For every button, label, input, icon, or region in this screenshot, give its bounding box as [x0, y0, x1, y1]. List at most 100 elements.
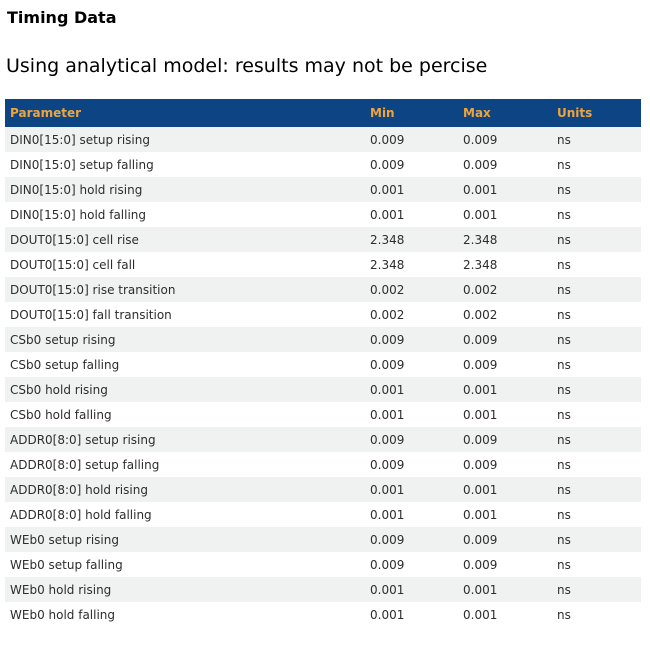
- column-header-min: Min: [370, 99, 463, 127]
- column-header-max: Max: [463, 99, 557, 127]
- max-cell: 0.009: [463, 432, 498, 447]
- table-row: DIN0[15:0] hold falling 0.001 0.001 ns: [5, 202, 641, 227]
- timing-data-table: Parameter Min Max Units DIN0[15:0] setup…: [5, 99, 641, 627]
- min-cell: 0.009: [370, 157, 405, 172]
- units-cell: ns: [557, 357, 571, 372]
- min-cell: 0.001: [370, 207, 405, 222]
- min-cell: 0.001: [370, 382, 405, 397]
- units-cell: ns: [557, 157, 571, 172]
- units-cell: ns: [557, 332, 571, 347]
- parameter-cell: ADDR0[8:0] setup falling: [10, 457, 160, 472]
- table-row: DOUT0[15:0] rise transition 0.002 0.002 ns: [5, 277, 641, 302]
- table-row: DOUT0[15:0] cell rise 2.348 2.348 ns: [5, 227, 641, 252]
- max-cell: 0.009: [463, 157, 498, 172]
- table-row: WEb0 setup rising 0.009 0.009 ns: [5, 527, 641, 552]
- parameter-cell: DOUT0[15:0] cell fall: [10, 257, 136, 272]
- units-cell: ns: [557, 532, 571, 547]
- max-cell: 0.009: [463, 132, 498, 147]
- table-row: CSb0 hold rising 0.001 0.001 ns: [5, 377, 641, 402]
- table-row: WEb0 setup falling 0.009 0.009 ns: [5, 552, 641, 577]
- table-row: ADDR0[8:0] hold falling 0.001 0.001 ns: [5, 502, 641, 527]
- min-cell: 0.009: [370, 532, 405, 547]
- max-cell: 0.009: [463, 532, 498, 547]
- parameter-cell: CSb0 setup rising: [10, 332, 116, 347]
- units-cell: ns: [557, 382, 571, 397]
- min-cell: 0.001: [370, 582, 405, 597]
- units-cell: ns: [557, 607, 571, 622]
- min-cell: 0.009: [370, 332, 405, 347]
- table-row: DIN0[15:0] setup rising 0.009 0.009 ns: [5, 127, 641, 152]
- max-cell: 0.001: [463, 182, 498, 197]
- max-cell: 0.009: [463, 357, 498, 372]
- model-warning-text: Using analytical model: results may not …: [6, 55, 488, 77]
- parameter-cell: DOUT0[15:0] rise transition: [10, 282, 176, 297]
- min-cell: 0.009: [370, 557, 405, 572]
- column-header-parameter: Parameter: [5, 99, 370, 127]
- max-cell: 0.001: [463, 407, 498, 422]
- table-row: DOUT0[15:0] cell fall 2.348 2.348 ns: [5, 252, 641, 277]
- max-cell: 0.001: [463, 207, 498, 222]
- units-cell: ns: [557, 232, 571, 247]
- min-cell: 0.009: [370, 457, 405, 472]
- table-row: DOUT0[15:0] fall transition 0.002 0.002 ns: [5, 302, 641, 327]
- max-cell: 0.001: [463, 582, 498, 597]
- min-cell: 2.348: [370, 257, 405, 272]
- parameter-cell: DIN0[15:0] setup rising: [10, 132, 150, 147]
- min-cell: 0.001: [370, 407, 405, 422]
- max-cell: 0.009: [463, 457, 498, 472]
- units-cell: ns: [557, 432, 571, 447]
- min-cell: 0.001: [370, 607, 405, 622]
- table-row: CSb0 setup rising 0.009 0.009 ns: [5, 327, 641, 352]
- min-cell: 2.348: [370, 232, 405, 247]
- min-cell: 0.009: [370, 432, 405, 447]
- max-cell: 0.001: [463, 382, 498, 397]
- min-cell: 0.009: [370, 357, 405, 372]
- page-title: Timing Data: [7, 8, 117, 27]
- parameter-cell: WEb0 hold rising: [10, 582, 112, 597]
- units-cell: ns: [557, 457, 571, 472]
- parameter-cell: DOUT0[15:0] cell rise: [10, 232, 139, 247]
- table-row: CSb0 hold falling 0.001 0.001 ns: [5, 402, 641, 427]
- max-cell: 0.009: [463, 557, 498, 572]
- units-cell: ns: [557, 257, 571, 272]
- table-row: WEb0 hold falling 0.001 0.001 ns: [5, 602, 641, 627]
- max-cell: 2.348: [463, 232, 498, 247]
- parameter-cell: CSb0 hold falling: [10, 407, 112, 422]
- table-header-row: Parameter Min Max Units: [5, 99, 641, 127]
- table-row: ADDR0[8:0] setup rising 0.009 0.009 ns: [5, 427, 641, 452]
- parameter-cell: DIN0[15:0] setup falling: [10, 157, 154, 172]
- table-row: ADDR0[8:0] setup falling 0.009 0.009 ns: [5, 452, 641, 477]
- parameter-cell: WEb0 setup falling: [10, 557, 123, 572]
- min-cell: 0.001: [370, 182, 405, 197]
- parameter-cell: DIN0[15:0] hold falling: [10, 207, 147, 222]
- units-cell: ns: [557, 307, 571, 322]
- max-cell: 0.002: [463, 282, 498, 297]
- table-row: CSb0 setup falling 0.009 0.009 ns: [5, 352, 641, 377]
- parameter-cell: CSb0 setup falling: [10, 357, 120, 372]
- units-cell: ns: [557, 407, 571, 422]
- max-cell: 0.001: [463, 482, 498, 497]
- min-cell: 0.002: [370, 307, 405, 322]
- parameter-cell: ADDR0[8:0] hold falling: [10, 507, 152, 522]
- units-cell: ns: [557, 482, 571, 497]
- min-cell: 0.002: [370, 282, 405, 297]
- table-row: WEb0 hold rising 0.001 0.001 ns: [5, 577, 641, 602]
- units-cell: ns: [557, 507, 571, 522]
- units-cell: ns: [557, 582, 571, 597]
- units-cell: ns: [557, 557, 571, 572]
- min-cell: 0.001: [370, 507, 405, 522]
- units-cell: ns: [557, 132, 571, 147]
- units-cell: ns: [557, 282, 571, 297]
- table-row: ADDR0[8:0] hold rising 0.001 0.001 ns: [5, 477, 641, 502]
- table-row: DIN0[15:0] setup falling 0.009 0.009 ns: [5, 152, 641, 177]
- max-cell: 0.001: [463, 507, 498, 522]
- max-cell: 0.001: [463, 607, 498, 622]
- parameter-cell: WEb0 hold falling: [10, 607, 116, 622]
- parameter-cell: DIN0[15:0] hold rising: [10, 182, 143, 197]
- min-cell: 0.001: [370, 482, 405, 497]
- parameter-cell: ADDR0[8:0] setup rising: [10, 432, 156, 447]
- min-cell: 0.009: [370, 132, 405, 147]
- timing-table-body: DIN0[15:0] setup rising 0.009 0.009 ns DIN0[…: [5, 127, 641, 627]
- parameter-cell: DOUT0[15:0] fall transition: [10, 307, 172, 322]
